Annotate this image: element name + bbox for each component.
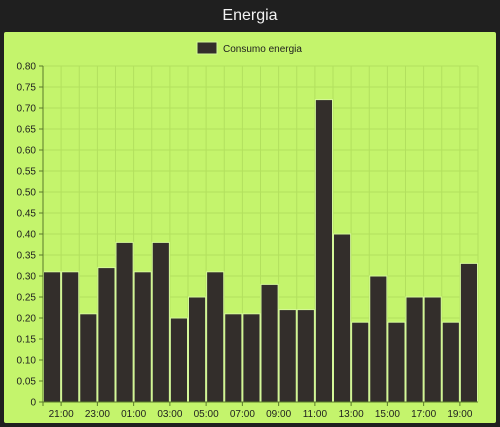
legend-label: Consumo energia [223, 44, 302, 55]
legend-swatch [196, 41, 218, 55]
bar [441, 321, 460, 403]
bar [351, 321, 370, 403]
y-tick-label: 0.65 [17, 125, 37, 136]
y-tick-label: 0.60 [17, 146, 37, 157]
y-tick-label: 0.35 [17, 251, 37, 262]
bar [43, 271, 62, 403]
bar-chart: 0 0.05 0.10 0.15 0.20 0.25 0.30 0.35 0.40 0.45 0.5… [17, 41, 479, 420]
x-tick-label: 01:00 [121, 409, 146, 420]
chart-panel: 0 0.05 0.10 0.15 0.20 0.25 0.30 0.35 0.40 0.45 0.5… [4, 32, 496, 423]
bar [387, 321, 406, 403]
bar [97, 267, 116, 403]
bar [423, 296, 442, 403]
bar [151, 241, 170, 403]
bar [206, 271, 225, 403]
y-tick-label: 0.15 [17, 335, 37, 346]
y-tick-label: 0.20 [17, 314, 37, 325]
bar [79, 313, 98, 403]
y-tick-label: 0.75 [17, 83, 37, 94]
y-tick-label: 0 [30, 398, 36, 409]
bar [169, 317, 188, 403]
bar [115, 241, 134, 403]
x-tick-label: 11:00 [303, 409, 328, 420]
y-tick-label: 0.25 [17, 293, 37, 304]
x-tick-label: 23:00 [85, 409, 110, 420]
bar [188, 296, 207, 403]
bar [278, 309, 297, 403]
bar [314, 99, 333, 403]
x-tick-label: 15:00 [375, 409, 400, 420]
y-tick-label: 0.50 [17, 188, 37, 199]
bar [133, 271, 152, 403]
x-tick-label: 13:00 [339, 409, 364, 420]
x-tick-label: 09:00 [266, 409, 291, 420]
bar [459, 262, 478, 403]
x-tick-label: 19:00 [447, 409, 472, 420]
y-tick-label: 0.05 [17, 377, 37, 388]
window-title: Energia [222, 7, 278, 24]
y-tick-label: 0.55 [17, 167, 37, 178]
bar [260, 283, 279, 403]
bar [333, 233, 352, 403]
x-tick-label: 21:00 [49, 409, 74, 420]
y-tick-label: 0.45 [17, 209, 37, 220]
x-tick-label: 07:00 [230, 409, 255, 420]
y-tick-label: 0.30 [17, 272, 37, 283]
y-tick-label: 0.80 [17, 62, 37, 73]
bar [405, 296, 424, 403]
y-tick-label: 0.70 [17, 104, 37, 115]
bar [296, 309, 315, 403]
x-tick-label: 03:00 [157, 409, 182, 420]
x-tick-label: 05:00 [194, 409, 219, 420]
bar [61, 271, 80, 403]
x-tick-label: 17:00 [411, 409, 436, 420]
bar [369, 275, 388, 403]
y-tick-label: 0.40 [17, 230, 37, 241]
bar [242, 313, 261, 403]
bar [224, 313, 243, 403]
y-tick-label: 0.10 [17, 356, 37, 367]
